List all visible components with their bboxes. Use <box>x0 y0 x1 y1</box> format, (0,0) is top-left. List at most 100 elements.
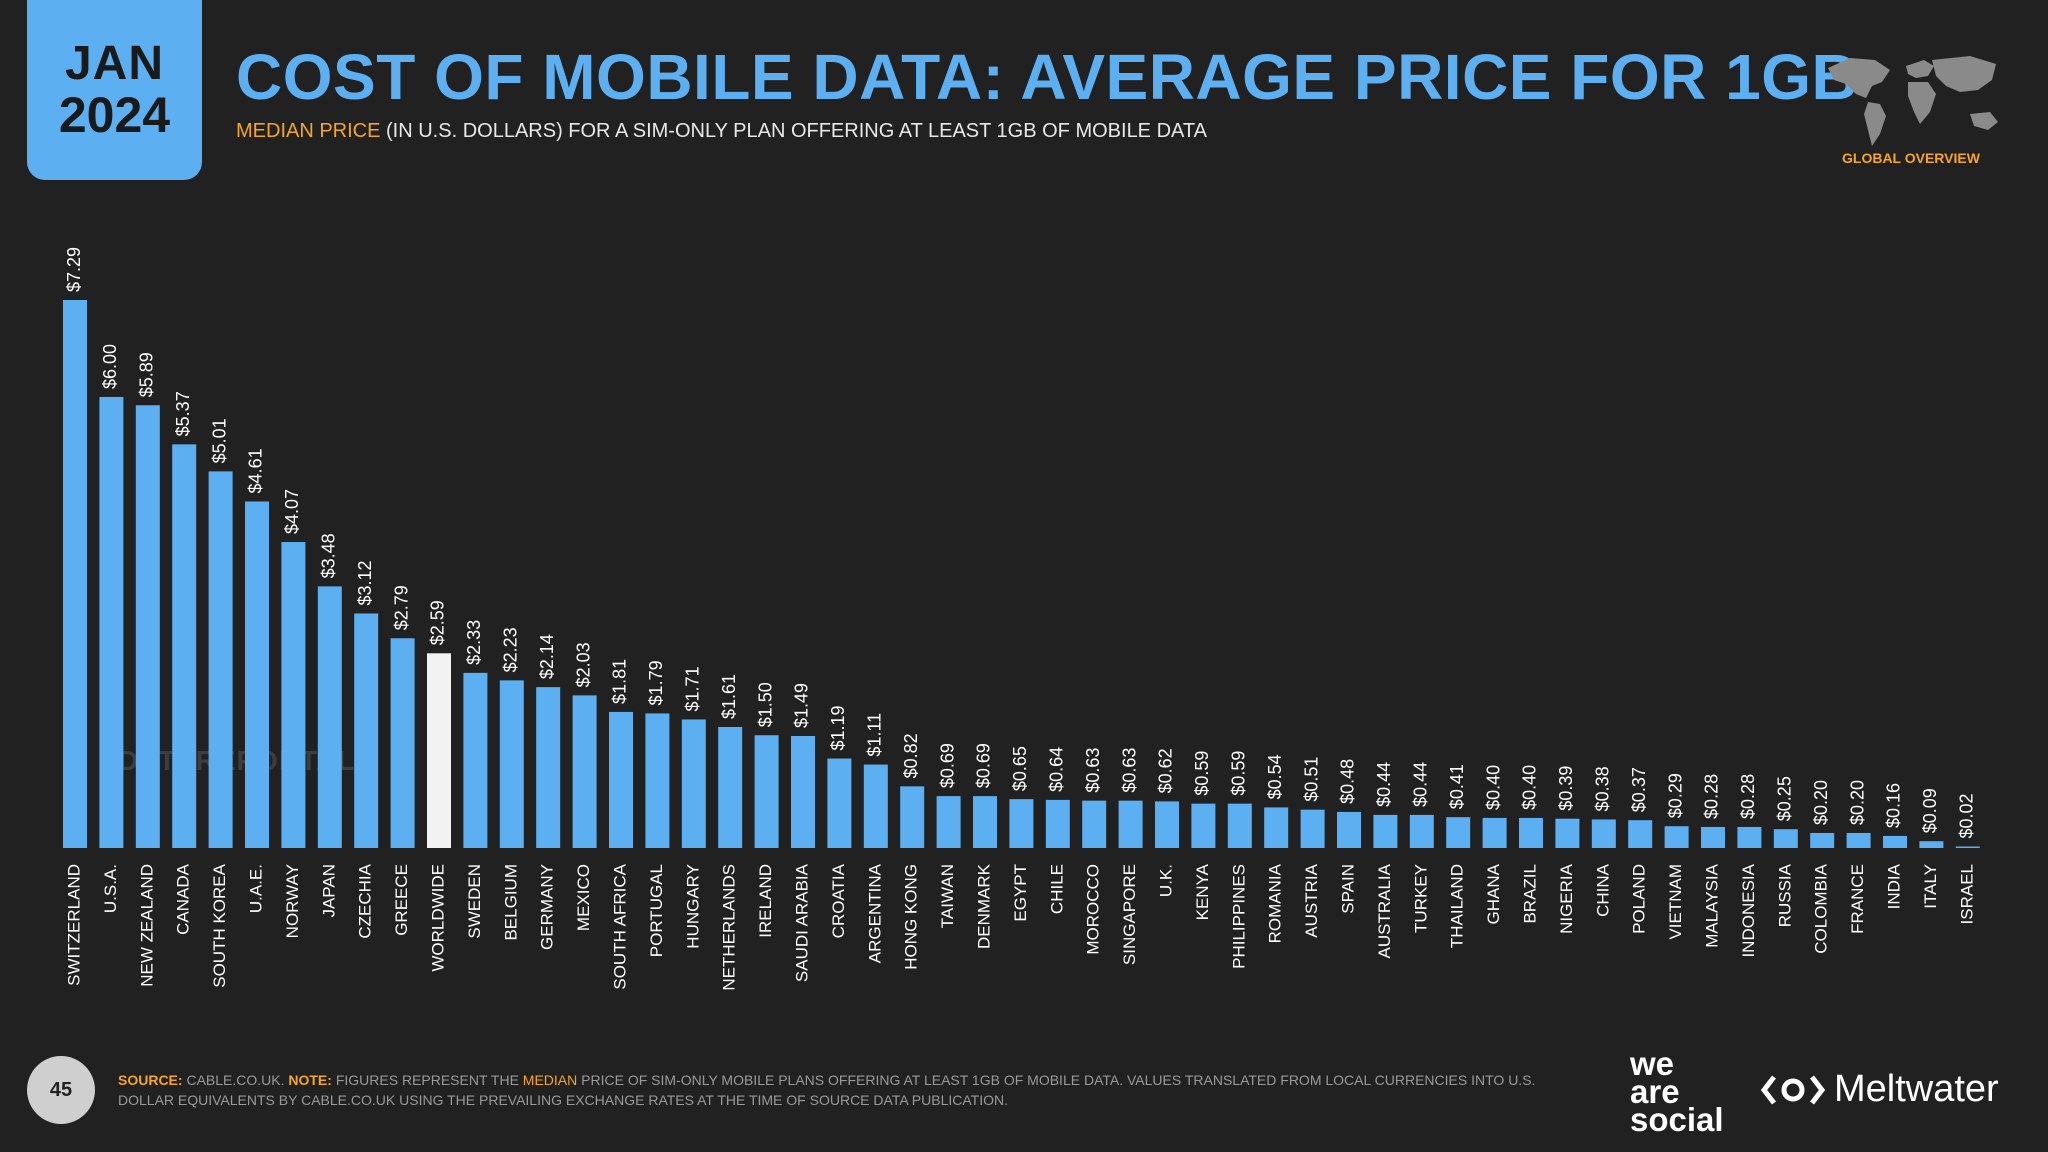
meltwater-logo: Meltwater <box>1760 1068 1999 1111</box>
date-badge: JAN 2024 <box>27 0 202 180</box>
value-label: $0.62 <box>1156 748 1176 793</box>
value-label: $0.65 <box>1010 746 1030 791</box>
category-label: FRANCE <box>1848 864 1867 934</box>
bar-poland <box>1628 820 1653 848</box>
category-label: TURKEY <box>1411 864 1430 933</box>
category-label: SAUDI ARABIA <box>792 863 811 982</box>
page-title: COST OF MOBILE DATA: AVERAGE PRICE FOR 1… <box>236 41 1859 113</box>
value-label: $0.51 <box>1301 757 1321 802</box>
value-label: $0.44 <box>1374 762 1394 807</box>
bar-new-zealand <box>135 405 160 848</box>
bar-nigeria <box>1555 818 1580 848</box>
category-label: MALAYSIA <box>1702 863 1721 947</box>
category-label: WORLDWIDE <box>428 864 447 972</box>
category-label: AUSTRALIA <box>1375 863 1394 958</box>
category-label: U.K. <box>1156 864 1175 897</box>
category-label: CROATIA <box>829 863 848 938</box>
date-year: 2024 <box>58 86 171 143</box>
value-label: $1.71 <box>683 666 703 711</box>
value-label: $3.12 <box>355 560 375 605</box>
bar-spain <box>1337 811 1361 848</box>
value-label: $0.48 <box>1338 759 1358 804</box>
value-label: $0.37 <box>1629 767 1649 812</box>
category-label: CANADA <box>174 863 193 935</box>
value-label: $1.79 <box>646 660 666 705</box>
category-label: U.A.E. <box>246 864 265 913</box>
value-label: $0.59 <box>1229 751 1249 796</box>
value-label: $2.23 <box>501 627 521 672</box>
bar-chart: $7.29 SWITZERLAND $6.00 U.S.A. $5.89 NEW ZEAL… <box>63 247 1980 991</box>
category-label: IRELAND <box>756 864 775 938</box>
source-label: SOURCE: <box>118 1072 183 1088</box>
category-label: GHANA <box>1484 863 1503 924</box>
category-label: KENYA <box>1193 863 1212 920</box>
category-label: SINGAPORE <box>1120 864 1139 965</box>
bar-romania <box>1264 807 1289 848</box>
bar-portugal <box>645 713 670 848</box>
category-label: PORTUGAL <box>647 864 666 957</box>
bar-brazil <box>1519 817 1543 848</box>
value-label: $1.19 <box>828 705 848 750</box>
bar-taiwan <box>936 796 961 848</box>
value-label: $3.48 <box>319 533 339 578</box>
category-label: CHILE <box>1047 864 1066 914</box>
source-footnote: SOURCE: CABLE.CO.UK. NOTE: FIGURES REPRE… <box>118 1070 1558 1110</box>
brand-social: social <box>1630 1101 1724 1138</box>
note-label: NOTE: <box>288 1072 332 1088</box>
value-label: $2.33 <box>464 620 484 665</box>
value-label: $7.29 <box>64 247 84 292</box>
value-label: $4.07 <box>282 489 302 534</box>
value-label: $1.50 <box>755 682 775 727</box>
date-month: JAN <box>64 36 165 90</box>
bar-thailand <box>1446 817 1471 848</box>
bar-egypt <box>1009 799 1034 848</box>
bar-australia <box>1373 814 1398 848</box>
category-label: COLOMBIA <box>1812 863 1831 953</box>
bar-japan <box>317 586 342 848</box>
value-label: $0.02 <box>1957 793 1977 838</box>
value-label: $1.11 <box>865 713 885 757</box>
value-label: $6.00 <box>100 344 120 389</box>
value-label: $0.54 <box>1265 754 1285 799</box>
category-label: SOUTH KOREA <box>210 863 229 987</box>
bar-netherlands <box>718 726 743 848</box>
value-label: $0.25 <box>1775 776 1795 821</box>
category-label: BELGIUM <box>501 864 520 941</box>
category-label: CZECHIA <box>356 863 375 938</box>
value-label: $0.29 <box>1665 773 1685 818</box>
category-label: NETHERLANDS <box>720 864 739 991</box>
bar-sweden <box>463 672 488 848</box>
value-label: $0.41 <box>1447 764 1467 809</box>
value-label: $0.82 <box>901 733 921 778</box>
bar-canada <box>172 444 197 848</box>
bar-ghana <box>1482 817 1507 848</box>
bar-chile <box>1045 799 1070 848</box>
bar-turkey <box>1409 814 1434 848</box>
value-label: $1.81 <box>610 659 630 704</box>
category-label: ISRAEL <box>1957 864 1976 924</box>
brand-are: are <box>1630 1073 1680 1110</box>
category-label: GREECE <box>392 864 411 936</box>
bar-singapore <box>1118 800 1143 848</box>
category-label: MOROCCO <box>1084 864 1103 955</box>
value-label: $5.37 <box>173 391 193 436</box>
world-map-icon <box>1828 56 1998 146</box>
bar-ireland <box>754 735 779 848</box>
note-text-1: FIGURES REPRESENT THE <box>331 1072 523 1088</box>
value-label: $0.69 <box>974 743 994 788</box>
bar-norway <box>281 542 306 848</box>
category-label: BRAZIL <box>1520 864 1539 924</box>
category-label: THAILAND <box>1448 864 1467 948</box>
bar-china <box>1591 819 1616 848</box>
category-label: SPAIN <box>1338 864 1357 914</box>
bar-philippines <box>1227 803 1252 848</box>
value-label: $0.20 <box>1847 780 1867 825</box>
bar-u-s-a- <box>99 396 124 848</box>
value-label: $1.61 <box>719 674 739 719</box>
category-label: VIETNAM <box>1666 864 1685 940</box>
value-label: $2.79 <box>391 585 411 630</box>
category-label: ROMANIA <box>1266 863 1285 943</box>
category-label: SWEDEN <box>465 864 484 939</box>
category-label: INDONESIA <box>1739 863 1758 957</box>
value-label: $0.64 <box>1047 747 1067 792</box>
